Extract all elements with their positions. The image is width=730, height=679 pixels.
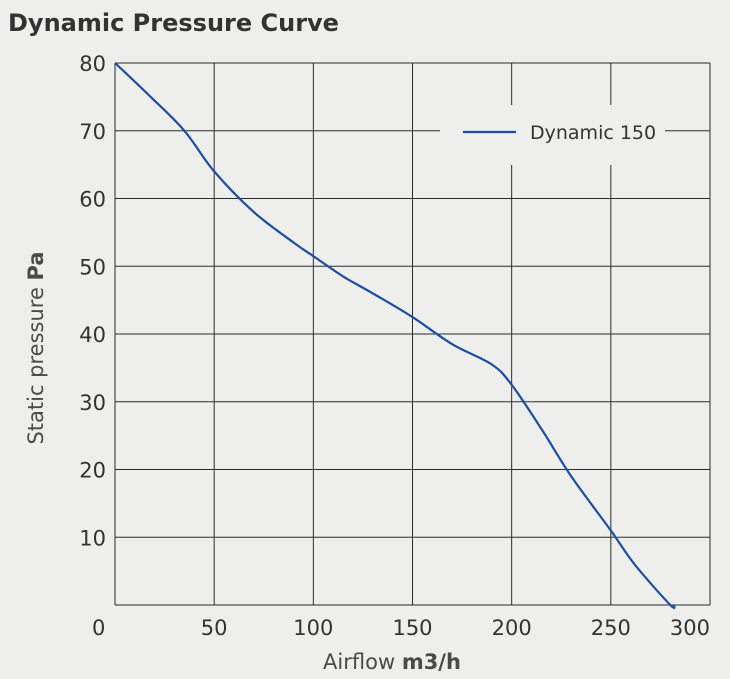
data-point	[150, 96, 152, 98]
y-tick-label: 40	[79, 323, 106, 347]
y-tick-label: 60	[79, 188, 106, 212]
data-point	[412, 316, 414, 318]
y-tick-label: 70	[79, 120, 106, 144]
data-point	[451, 343, 453, 345]
series-layer	[114, 62, 676, 610]
legend-label: Dynamic 150	[530, 122, 656, 144]
data-point	[669, 604, 671, 606]
x-axis-label-unit: m3/h	[402, 650, 461, 674]
data-point	[342, 275, 344, 277]
data-point	[213, 170, 215, 172]
chart-title: Dynamic Pressure Curve	[8, 9, 339, 37]
data-point	[183, 130, 185, 132]
data-point	[114, 62, 116, 64]
y-tick-label: 30	[79, 391, 106, 415]
y-tick-label: 10	[79, 526, 106, 550]
y-tick-label: 80	[79, 52, 106, 76]
data-point	[293, 242, 295, 244]
data-point	[634, 563, 636, 565]
data-point	[491, 363, 493, 365]
data-point	[511, 384, 513, 386]
y-tick-label: 50	[79, 255, 106, 279]
data-point	[312, 255, 314, 257]
x-tick-label: 150	[392, 616, 432, 640]
x-tick-label: 250	[591, 616, 631, 640]
data-point	[673, 604, 675, 606]
y-tick-label: 20	[79, 459, 106, 483]
series-line	[114, 62, 676, 610]
data-point	[253, 211, 255, 213]
data-point	[610, 529, 612, 531]
x-tick-label: 50	[201, 616, 228, 640]
x-tick-label: 0	[92, 616, 105, 640]
data-point	[540, 428, 542, 430]
x-tick-label: 300	[670, 616, 710, 640]
y-axis-label-prefix: Static pressure	[24, 280, 48, 444]
legend-background	[440, 105, 665, 165]
x-axis-label: Airflow m3/h	[323, 650, 461, 674]
x-tick-label: 200	[492, 616, 532, 640]
y-axis-label-unit: Pa	[24, 251, 48, 280]
x-axis-label-prefix: Airflow	[323, 650, 402, 674]
x-axis-ticks: 0 50 100 150 200 250 300	[92, 616, 710, 640]
data-point	[372, 292, 374, 294]
y-axis-ticks: 80 70 60 50 40 30 20 10	[79, 52, 106, 550]
y-axis-label: Static pressure Pa	[24, 251, 48, 444]
x-tick-label: 100	[293, 616, 333, 640]
data-point	[570, 475, 572, 477]
